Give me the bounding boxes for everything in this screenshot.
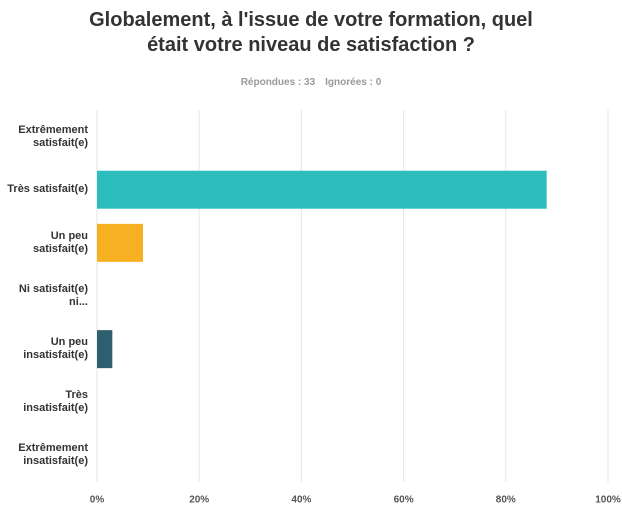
category-label: Ni satisfait(e) ni... bbox=[18, 283, 88, 308]
category-label: Un peu satisfait(e) bbox=[32, 229, 88, 255]
category-label: Un peu insatisfait(e) bbox=[23, 336, 88, 362]
category-label: Très insatisfait(e) bbox=[23, 389, 88, 415]
bar bbox=[97, 170, 547, 209]
response-summary: Répondues : 33 Ignorées : 0 bbox=[0, 77, 622, 88]
x-tick-label: 100% bbox=[595, 495, 621, 506]
x-tick-label: 80% bbox=[496, 495, 516, 506]
x-tick-label: 0% bbox=[90, 495, 105, 506]
bar bbox=[97, 330, 113, 369]
x-tick-label: 20% bbox=[189, 495, 209, 506]
category-label: Extrêmement insatisfait(e) bbox=[18, 442, 88, 468]
bar bbox=[97, 223, 143, 262]
ignored-count: Ignorées : 0 bbox=[325, 77, 382, 88]
category-label: Extrêmement satisfait(e) bbox=[18, 123, 88, 149]
chart-title: Globalement, à l'issue de votre formatio… bbox=[89, 9, 533, 56]
answered-count: Répondues : 33 bbox=[240, 77, 316, 88]
x-tick-label: 60% bbox=[394, 495, 414, 506]
x-tick-label: 40% bbox=[291, 495, 311, 506]
category-label: Très satisfait(e) bbox=[7, 183, 88, 196]
